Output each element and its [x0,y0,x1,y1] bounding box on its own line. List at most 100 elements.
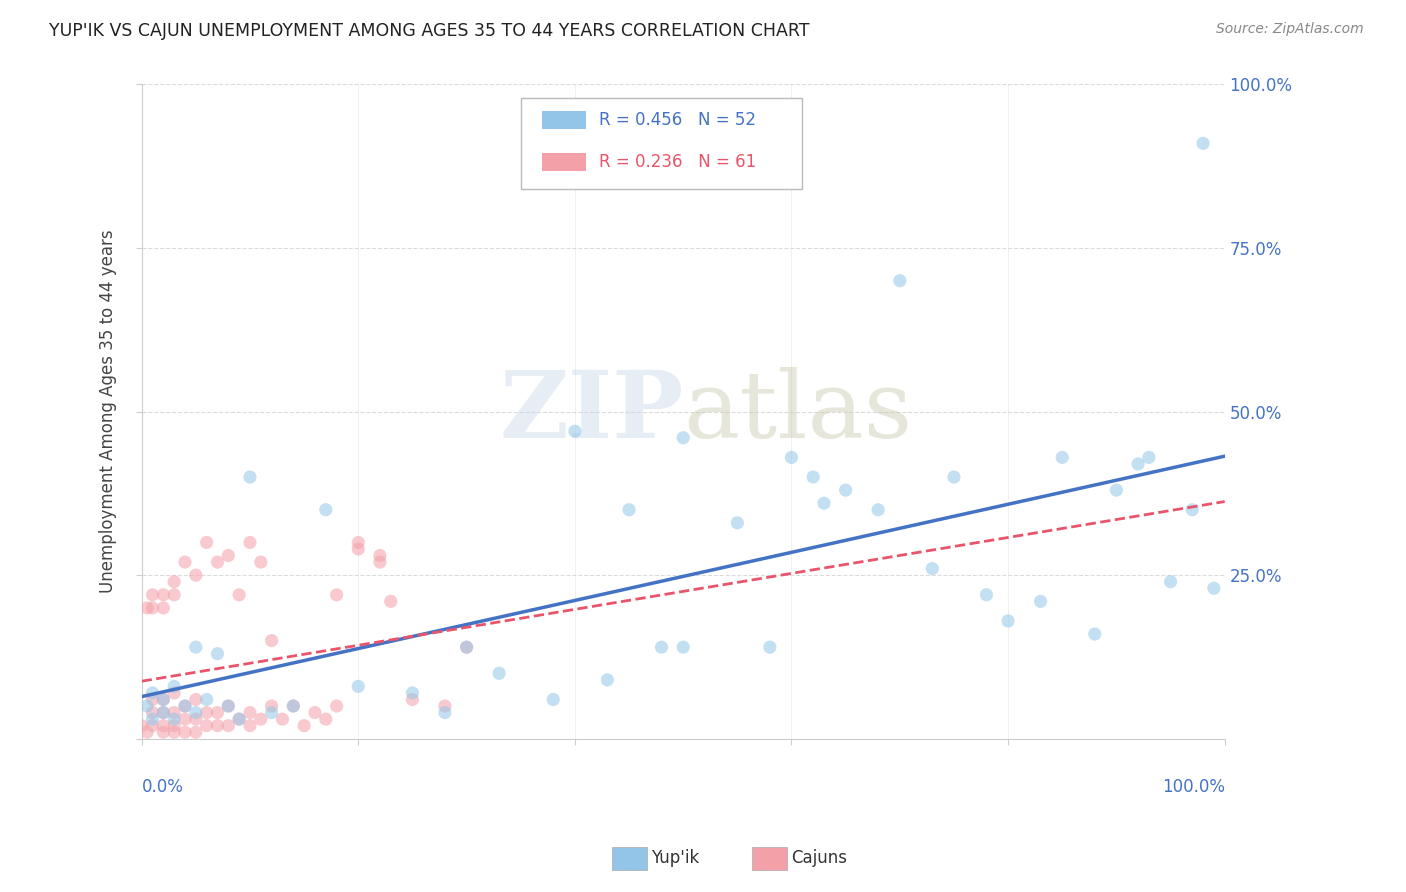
Point [456,640,478,654]
Text: ZIP: ZIP [499,367,683,457]
Point [368,555,391,569]
Point [672,431,695,445]
Text: 0.0%: 0.0% [142,778,184,796]
Point [617,502,640,516]
Point [1192,136,1215,151]
Point [163,574,186,589]
Point [488,666,510,681]
Point [304,706,326,720]
Point [239,470,262,484]
Point [249,555,271,569]
Point [1084,627,1107,641]
Text: R = 0.456   N = 52: R = 0.456 N = 52 [599,111,755,128]
Text: atlas: atlas [683,367,912,457]
Point [136,699,159,714]
Point [163,588,186,602]
Text: Yup'ik: Yup'ik [651,849,699,867]
Point [433,699,456,714]
Point [260,699,283,714]
Point [207,719,229,733]
Point [651,640,673,654]
Point [401,692,423,706]
Point [174,555,197,569]
Point [315,712,337,726]
Point [195,535,218,549]
Point [942,470,965,484]
Point [163,719,186,733]
Point [136,725,159,739]
Point [152,706,174,720]
Point [141,600,163,615]
Point [141,712,163,726]
Point [141,719,163,733]
Point [184,706,207,720]
Point [759,640,782,654]
Point [195,692,218,706]
Point [184,692,207,706]
Point [141,686,163,700]
Point [141,588,163,602]
Bar [612,847,647,870]
Bar [543,111,586,129]
Point [868,502,890,516]
Text: R = 0.236   N = 61: R = 0.236 N = 61 [599,153,756,171]
Point [239,706,262,720]
Point [163,712,186,726]
Point [184,725,207,739]
Point [217,699,239,714]
Point [163,686,186,700]
Point [195,719,218,733]
Point [207,706,229,720]
Point [228,712,250,726]
Point [283,699,305,714]
Point [184,640,207,654]
Point [260,706,283,720]
Point [380,594,402,608]
Point [780,450,803,465]
Point [163,725,186,739]
Point [976,588,998,602]
Point [207,555,229,569]
FancyBboxPatch shape [520,97,803,189]
Point [174,712,197,726]
Y-axis label: Unemployment Among Ages 35 to 44 years: Unemployment Among Ages 35 to 44 years [100,230,117,593]
Point [1181,502,1204,516]
Point [152,692,174,706]
Bar [752,847,787,870]
Point [184,712,207,726]
Point [163,706,186,720]
Point [152,600,174,615]
Bar [543,153,586,171]
Point [347,541,370,556]
Point [813,496,835,510]
Point [368,549,391,563]
Point [217,549,239,563]
Point [596,673,619,687]
Point [1137,450,1160,465]
Point [136,600,159,615]
Point [672,640,695,654]
Point [163,680,186,694]
Point [1160,574,1182,589]
Point [1126,457,1149,471]
Point [152,692,174,706]
Point [1029,594,1052,608]
Point [292,719,315,733]
Point [152,719,174,733]
Point [239,719,262,733]
Point [315,502,337,516]
Point [889,274,911,288]
Point [1202,581,1225,595]
Point [239,535,262,549]
Point [347,680,370,694]
Point [260,633,283,648]
Point [564,424,586,438]
Text: Cajuns: Cajuns [792,849,848,867]
Point [228,712,250,726]
Point [541,692,564,706]
Point [217,699,239,714]
Point [152,725,174,739]
Point [195,706,218,720]
Point [217,719,239,733]
Point [725,516,748,530]
